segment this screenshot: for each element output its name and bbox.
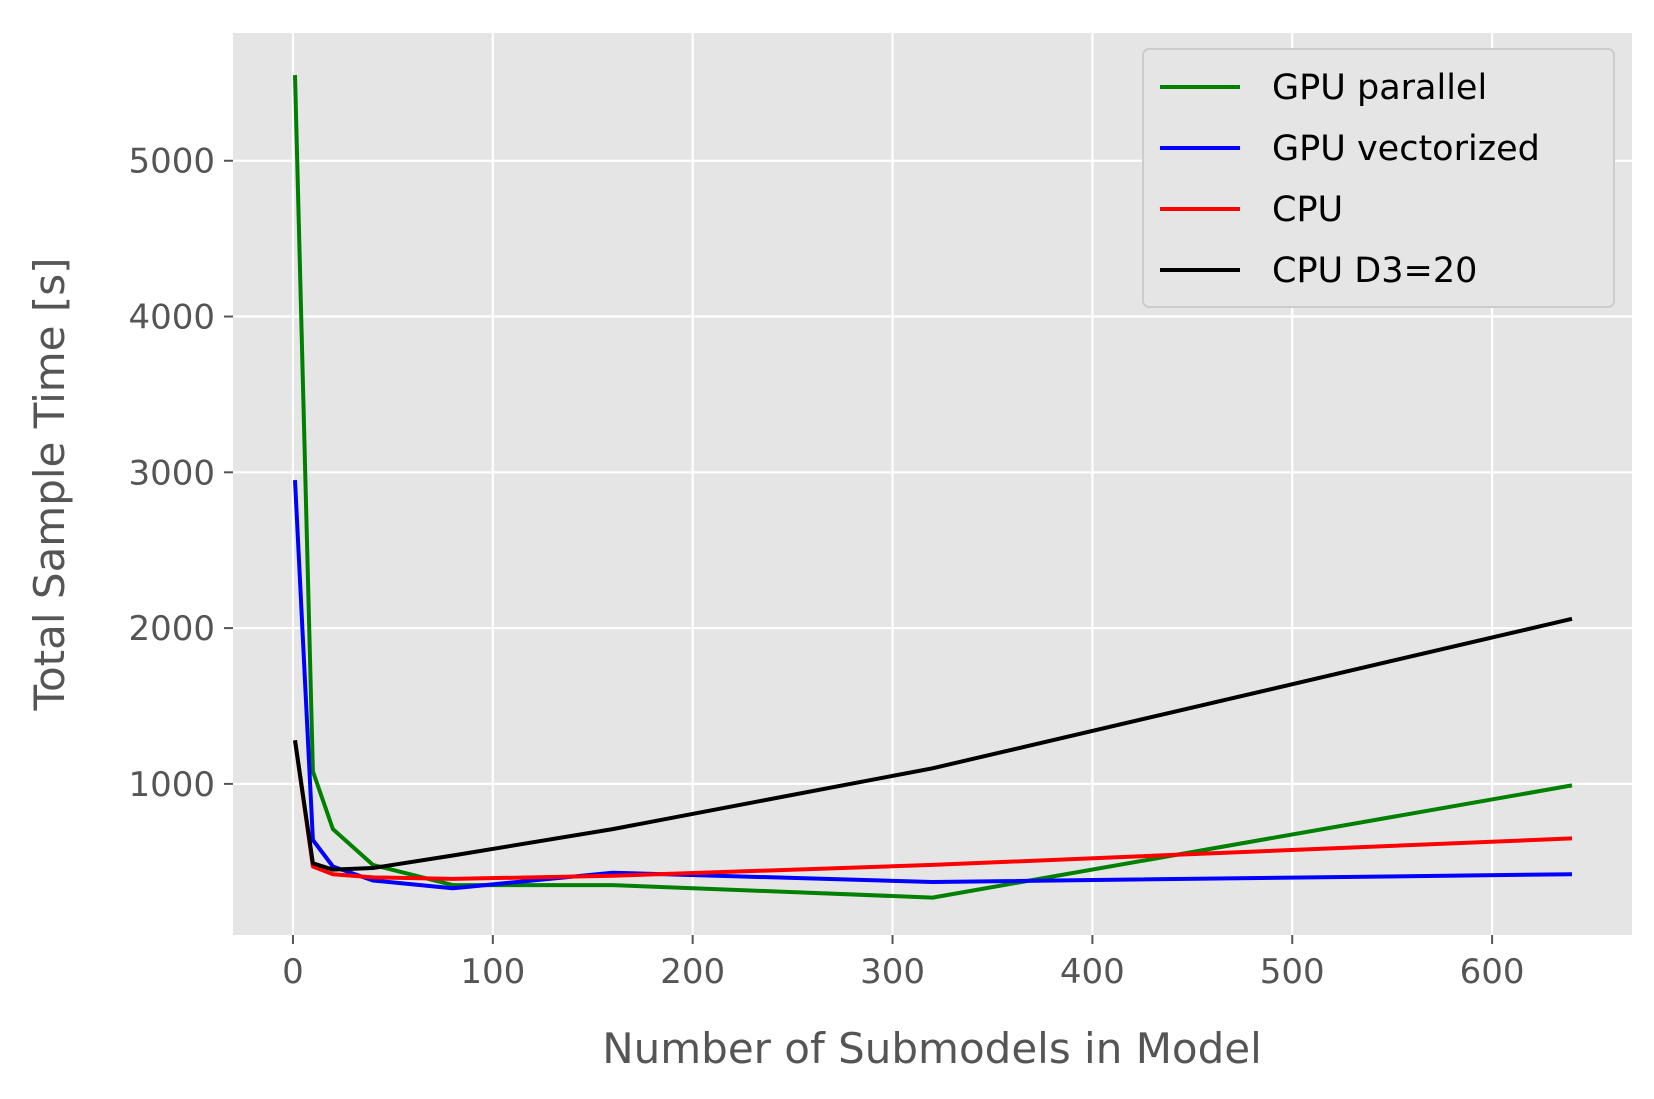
y-tick-label: 1000 (128, 765, 215, 805)
legend-entry: GPU parallel (1160, 68, 1487, 108)
y-tick-label: 4000 (128, 298, 215, 338)
series-line-cpu-d3-20 (293, 616, 1573, 872)
series-line-gpu-parallel (293, 75, 1573, 900)
series-lines (293, 75, 1573, 900)
x-tick-label: 300 (860, 952, 925, 992)
legend-entry: GPU vectorized (1160, 129, 1540, 169)
legend-label: GPU parallel (1272, 68, 1487, 108)
legend-entry: CPU (1160, 190, 1343, 230)
legend-box (1142, 48, 1615, 308)
legend: GPU parallel GPU vectorized CPU CPU D3=20 (1142, 48, 1615, 308)
x-tick-label: 600 (1460, 952, 1525, 992)
legend-label: GPU vectorized (1272, 129, 1540, 169)
y-tick-label: 3000 (128, 453, 215, 493)
legend-label: CPU D3=20 (1272, 251, 1477, 291)
y-tick-label: 2000 (128, 609, 215, 649)
x-axis-ticks: 0 100 200 300 400 500 600 (282, 935, 1525, 992)
x-tick-label: 200 (660, 952, 725, 992)
y-tick-label: 5000 (128, 142, 215, 182)
x-tick-label: 400 (1060, 952, 1125, 992)
y-axis-ticks: 1000 2000 3000 4000 5000 (128, 142, 233, 805)
series-line-gpu-vectorized (293, 480, 1573, 891)
legend-entry: CPU D3=20 (1160, 251, 1477, 291)
x-tick-label: 500 (1260, 952, 1325, 992)
x-tick-label: 100 (460, 952, 525, 992)
y-axis-label: Total Sample Time [s] (25, 257, 74, 711)
x-axis-label: Number of Submodels in Model (602, 1024, 1262, 1073)
series-line-cpu (293, 740, 1573, 881)
x-tick-label: 0 (282, 952, 304, 992)
legend-label: CPU (1272, 190, 1343, 230)
grid (233, 33, 1632, 935)
